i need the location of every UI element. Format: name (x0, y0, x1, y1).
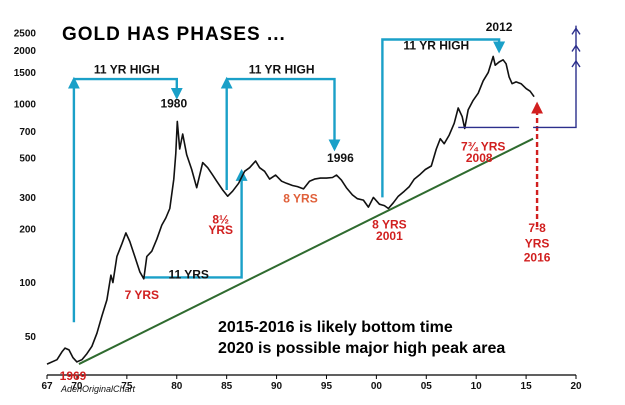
forecast-chevron-1 (571, 27, 581, 35)
y-tick-label: 100 (19, 278, 36, 289)
annotation-label: 1996 (327, 151, 354, 165)
annotation-label: YRS (525, 236, 550, 250)
x-tick-label: 95 (321, 381, 333, 392)
x-tick-label: 00 (371, 381, 383, 392)
annotation-label: 2008 (466, 151, 493, 165)
gold-price-line (46, 55, 535, 365)
y-tick-label: 1000 (14, 100, 37, 111)
phase-arrow-2001-2012 (381, 38, 506, 198)
y-tick-label: 300 (19, 193, 36, 204)
footnote-1: 2015-2016 is likely bottom time (218, 319, 453, 336)
y-axis-ticks: 50 100 200 300 500 700 1000 1500 2000 2500 (14, 29, 37, 343)
annotation-label: 8 YRS (372, 217, 406, 231)
x-tick-label: 80 (171, 381, 183, 392)
y-tick-label: 500 (19, 153, 36, 164)
annotation-label: 2016 (524, 251, 551, 265)
annotation-label: 11 YR HIGH (94, 63, 160, 77)
x-tick-label: 67 (41, 381, 53, 392)
forecast-navy-arrow (533, 25, 577, 129)
annotation-label: 11 YR HIGH (403, 38, 469, 52)
x-tick-label: 15 (521, 381, 533, 392)
annotation-label: YRS (208, 223, 233, 237)
annotation-label: 1980 (160, 96, 187, 110)
chart-annotations: 11 YR HIGH 11 YR HIGH 11 YR HIGH 1980 1996 20… (60, 20, 551, 383)
x-tick-label: 90 (271, 381, 283, 392)
x-tick-label: 70 (71, 381, 83, 392)
x-tick-label: 85 (221, 381, 233, 392)
phase-arrow-1985-1996 (226, 77, 341, 152)
chart-credit: AdenOriginalChart (60, 384, 136, 394)
y-tick-label: 2500 (14, 29, 37, 40)
x-tick-label: 20 (570, 381, 582, 392)
annotation-label: 7¾ YRS (461, 139, 505, 153)
chart-title: GOLD HAS PHASES ... (62, 24, 286, 45)
x-tick-label: 10 (471, 381, 483, 392)
annotation-label: 11 YRS (168, 268, 208, 282)
phase-arrows (67, 38, 506, 323)
x-axis-ticks: 67 70 75 80 85 90 95 00 05 10 15 20 (41, 375, 582, 392)
phase-arrow-1969-1980 (73, 77, 183, 100)
x-tick-label: 05 (421, 381, 433, 392)
forecast-chevron-2 (571, 44, 581, 52)
y-tick-label: 200 (19, 224, 36, 235)
footnote-2: 2020 is possible major high peak area (218, 340, 505, 357)
y-tick-label: 1500 (14, 68, 37, 79)
y-tick-label: 50 (25, 332, 37, 343)
annotation-label: 7-8 (528, 221, 546, 235)
annotation-label: 2012 (486, 20, 513, 34)
annotation-label: 8½ (212, 213, 229, 227)
annotation-label: 2001 (376, 229, 403, 243)
y-tick-label: 700 (19, 127, 36, 138)
phase-arrow-1976-1985 (142, 168, 248, 279)
annotation-label: 11 YR HIGH (249, 63, 315, 77)
x-tick-label: 75 (121, 381, 133, 392)
y-tick-label: 2000 (14, 46, 37, 57)
forecast-marks (458, 25, 581, 227)
forecast-chevron-3 (571, 59, 581, 68)
annotation-label: 8 YRS (283, 192, 317, 206)
annotation-label: 7 YRS (125, 288, 159, 302)
support-trend-line (78, 137, 534, 365)
annotation-label: 1969 (60, 369, 87, 383)
